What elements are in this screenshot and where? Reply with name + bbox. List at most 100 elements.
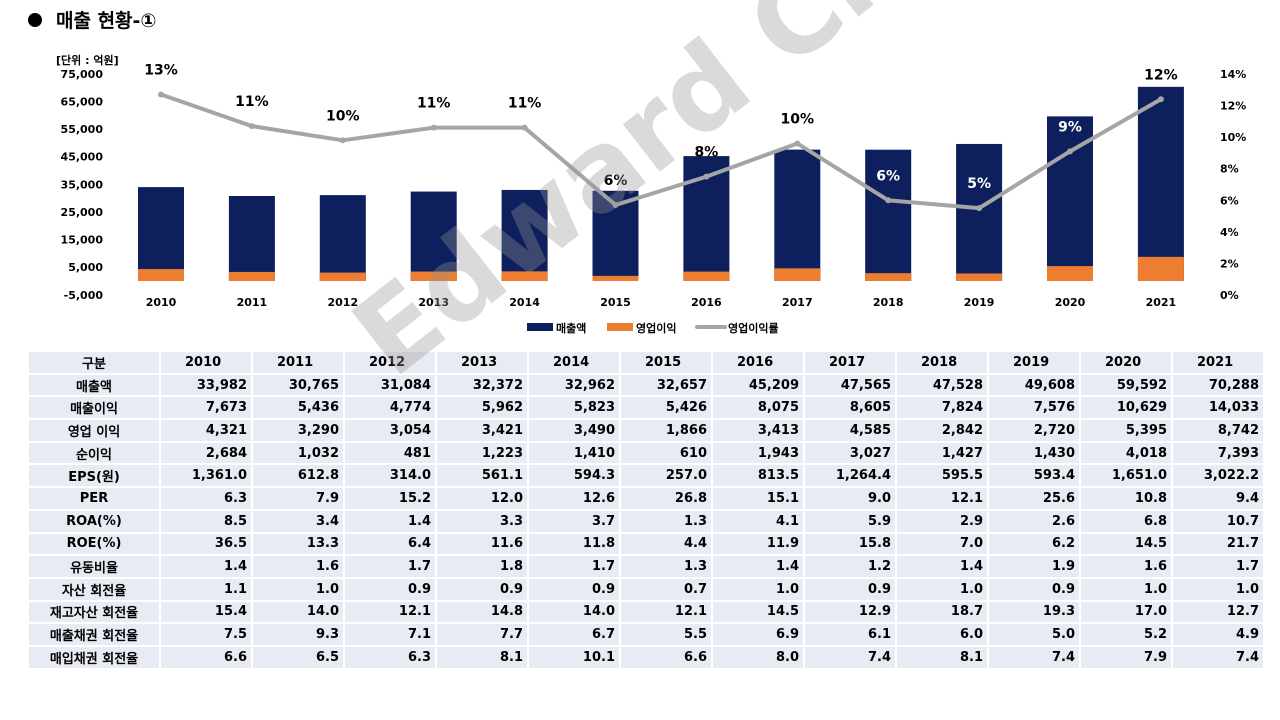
table-cell: 49,608 <box>987 372 1081 398</box>
table-cell: 1.4 <box>159 554 253 579</box>
table-cell: 10.7 <box>1171 508 1265 534</box>
table-cell: 2,720 <box>987 418 1081 443</box>
table-cell: 10,629 <box>1079 395 1173 421</box>
table-cell: 7,576 <box>987 395 1081 421</box>
table-cell: 4,585 <box>803 418 897 443</box>
table-cell: 594.3 <box>527 463 621 489</box>
sales-bar <box>138 187 184 281</box>
table-cell: 11.6 <box>435 531 529 557</box>
table-cell: 7.1 <box>343 622 437 647</box>
table-cell: 7.9 <box>1079 644 1173 670</box>
sales-bar <box>319 195 366 281</box>
row-label: 매출채권 회전율 <box>27 622 161 647</box>
table-row: 매입채권 회전율 6.6 6.5 6.3 8.1 10.1 6.6 8.0 7.4 8.1 7.4 7… <box>27 644 1265 670</box>
row-label: 영업 이익 <box>27 418 161 443</box>
data-label: 5% <box>967 176 991 192</box>
table-cell: 17.0 <box>1079 599 1173 625</box>
table-cell: 12.1 <box>343 599 437 625</box>
table-cell: 14.0 <box>527 599 621 625</box>
table-cell: 6.2 <box>987 531 1081 557</box>
table-cell: 1,651.0 <box>1079 463 1173 489</box>
header-year: 2020 <box>1079 350 1173 375</box>
table-cell: 1.0 <box>1079 576 1173 602</box>
table-row: 매출채권 회전율 7.5 9.3 7.1 7.7 6.7 5.5 6.9 6.1 6.0 5.0 5.… <box>27 622 1265 647</box>
operating-profit-bar <box>683 271 730 281</box>
left-axis-tick: 35,000 <box>61 178 104 191</box>
sales-chart: -5,000 5,000 15,000 25,000 35,000 45,000 55,00… <box>61 63 1247 335</box>
right-axis-tick: 10% <box>1220 131 1246 144</box>
table-cell: 10.1 <box>527 644 621 670</box>
row-label: 유동비율 <box>27 554 161 579</box>
table-cell: 6.6 <box>159 644 253 670</box>
header-year: 2012 <box>343 350 437 375</box>
table-cell: 1.8 <box>435 554 529 579</box>
table-row: 매출이익 7,673 5,436 4,774 5,962 5,823 5,426 8,075 8… <box>27 395 1265 421</box>
table-cell: 8,605 <box>803 395 897 421</box>
table-cell: 36.5 <box>159 531 253 557</box>
header-year: 2015 <box>619 350 713 375</box>
operating-profit-bar <box>956 273 1003 281</box>
table-cell: 59,592 <box>1079 372 1173 398</box>
table-cell: 1.1 <box>159 576 253 602</box>
row-label: PER <box>27 486 161 511</box>
table-cell: 10.8 <box>1079 486 1173 511</box>
table-cell: 1.7 <box>527 554 621 579</box>
table-cell: 32,372 <box>435 372 529 398</box>
row-label: 매출이익 <box>27 395 161 421</box>
table-cell: 12.9 <box>803 599 897 625</box>
operating-margin-point <box>158 91 164 98</box>
header-label: 구분 <box>27 350 161 375</box>
table-cell: 7.9 <box>251 486 345 511</box>
table-cell: 3.3 <box>435 508 529 534</box>
table-cell: 0.7 <box>619 576 713 602</box>
operating-profit-bar <box>1047 266 1093 281</box>
table-cell: 2,684 <box>159 440 253 466</box>
table-cell: 12.0 <box>435 486 529 511</box>
table-cell: 1,427 <box>895 440 989 466</box>
operating-margin-point <box>248 123 255 130</box>
row-label: 순이익 <box>27 440 161 466</box>
table-cell: 3,421 <box>435 418 529 443</box>
sales-bar <box>228 196 275 281</box>
data-label: 6% <box>604 173 628 189</box>
header-year: 2014 <box>527 350 621 375</box>
data-label: 11% <box>235 94 269 110</box>
table-cell: 47,565 <box>803 372 897 398</box>
table-cell: 610 <box>619 440 713 466</box>
table-cell: 6.8 <box>1079 508 1173 534</box>
row-label: ROA(%) <box>27 508 161 534</box>
table-cell: 25.6 <box>987 486 1081 511</box>
header-year: 2016 <box>711 350 805 375</box>
table-cell: 3.7 <box>527 508 621 534</box>
table-cell: 32,962 <box>527 372 621 398</box>
table-cell: 14.8 <box>435 599 529 625</box>
table-cell: 9.4 <box>1171 486 1265 511</box>
data-label: 13% <box>144 63 178 79</box>
data-label: 11% <box>417 96 451 112</box>
table-cell: 6.7 <box>527 622 621 647</box>
x-axis-tick: 2019 <box>964 296 995 309</box>
table-cell: 8,742 <box>1171 418 1265 443</box>
table-cell: 1.7 <box>1171 554 1265 579</box>
table-cell: 14.5 <box>1079 531 1173 557</box>
table-cell: 7,393 <box>1171 440 1265 466</box>
table-cell: 15.8 <box>803 531 897 557</box>
table-row: 재고자산 회전율 15.4 14.0 12.1 14.8 14.0 12.1 14.5 12.9… <box>27 599 1265 625</box>
table-cell: 2.6 <box>987 508 1081 534</box>
right-axis-tick: 2% <box>1220 257 1239 270</box>
operating-profit-bar <box>410 271 457 281</box>
operating-margin-point <box>703 173 710 180</box>
table-cell: 4,321 <box>159 418 253 443</box>
table-cell: 3,022.2 <box>1171 463 1265 489</box>
table-cell: 1,361.0 <box>159 463 253 489</box>
table-cell: 5.5 <box>619 622 713 647</box>
header-year: 2013 <box>435 350 529 375</box>
page-title-text: 매출 현황-① <box>56 10 157 32</box>
data-label: 12% <box>1144 67 1178 83</box>
sales-bar <box>501 189 548 281</box>
table-cell: 7.4 <box>987 644 1081 670</box>
table-cell: 8.1 <box>435 644 529 670</box>
sales-bar <box>410 191 457 281</box>
operating-margin-line <box>159 92 1163 211</box>
x-axis-tick: 2017 <box>782 296 813 309</box>
